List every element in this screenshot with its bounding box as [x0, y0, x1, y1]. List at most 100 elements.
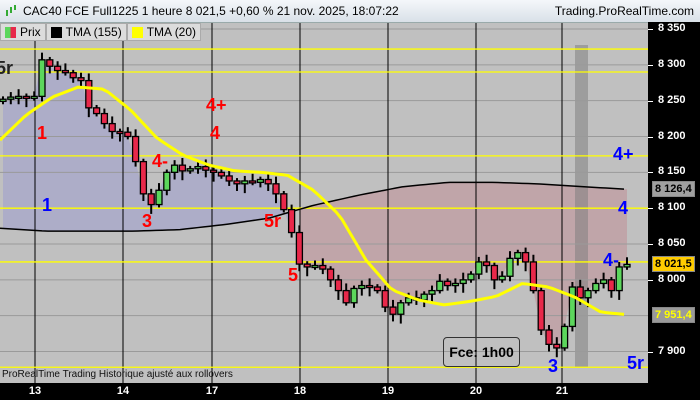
candle-body [77, 77, 85, 82]
candle-body [170, 164, 179, 173]
candle-body [92, 107, 101, 115]
date-label: 19 [381, 385, 395, 397]
candle-body [0, 98, 7, 103]
candle-body [599, 279, 608, 285]
candle-body [202, 165, 210, 171]
price-label: 8 300 [658, 57, 686, 70]
candle-body [186, 168, 194, 172]
candle-body [287, 208, 296, 234]
candle-body [256, 178, 265, 184]
wave-label: 3 [142, 211, 153, 231]
wave-label: 1 [42, 195, 53, 215]
candle-body [139, 160, 148, 195]
legend-tma155[interactable]: TMA (155) [45, 23, 127, 41]
legend-tma20[interactable]: TMA (20) [126, 23, 202, 41]
wave-label: 5r [264, 211, 282, 231]
legend-prix[interactable]: Prix [0, 23, 46, 41]
legend-label: Prix [20, 25, 41, 39]
candle-body [334, 279, 343, 292]
price-axis[interactable]: 8 350 8 300 8 250 8 200 8 150 8 100 8 050 8 000… [648, 22, 700, 383]
candle-body [521, 251, 530, 263]
candle-body [225, 175, 233, 182]
date-label: 20 [469, 385, 483, 397]
candle-body [194, 165, 202, 170]
wave-label: 3 [548, 356, 559, 376]
candle-body [147, 193, 155, 206]
candle-body [46, 59, 54, 67]
candle-body [209, 169, 218, 173]
candle-body [264, 178, 272, 185]
candle-body [514, 251, 522, 259]
wave-label: 4 [210, 123, 221, 143]
candle-body [69, 72, 77, 79]
candle-body [592, 282, 600, 292]
price-tick [648, 29, 653, 30]
candle-body [311, 264, 319, 269]
candle-body [560, 325, 569, 349]
candle-body [584, 289, 592, 299]
price-tick [648, 136, 653, 138]
current-session-band [575, 45, 588, 367]
date-label: 17 [205, 385, 219, 397]
candle-body [490, 264, 499, 281]
candle-body [61, 69, 70, 74]
candle-body [482, 261, 491, 267]
candle-body [163, 171, 171, 191]
title-bar: CAC40 FCE Full1225 1 heure 8 021,5 +0,60… [0, 0, 700, 23]
wave-label: 1 [37, 123, 48, 143]
candle-body [326, 268, 335, 281]
above-tma-fill [3, 59, 292, 233]
tma155-swatch-icon [50, 26, 62, 38]
candle-body [14, 95, 23, 100]
tma20-swatch-icon [131, 26, 143, 38]
candle-body [155, 189, 163, 206]
price-chart[interactable]: Fce: 1h00 ProRealTime Trading Historique… [0, 23, 648, 383]
candle-body [553, 343, 561, 349]
candle-body [248, 180, 257, 184]
price-tick [648, 244, 653, 245]
candle-body [506, 257, 514, 277]
price-label: 8 200 [658, 129, 686, 142]
candle-body [116, 130, 124, 135]
wave-label: 4+ [613, 144, 634, 164]
candle-body [342, 289, 350, 304]
candle-body [365, 284, 374, 289]
price-tick [648, 100, 653, 102]
tma20-line [0, 85, 625, 316]
candle-body [131, 135, 140, 163]
candle-body [233, 180, 241, 185]
candle-body [100, 112, 109, 125]
candle-body [623, 263, 631, 268]
legend-label: TMA (20) [146, 25, 197, 39]
candle-body [420, 293, 428, 301]
price-tag-tma155: 8 126,4 [652, 181, 695, 198]
candle-body [436, 280, 444, 292]
candle-body [358, 284, 366, 290]
date-label: 13 [28, 385, 42, 397]
candle-body [241, 180, 249, 185]
candle-body [7, 96, 15, 100]
candle-body [475, 261, 483, 275]
date-axis[interactable]: 13 14 17 18 19 20 21 [0, 383, 700, 400]
legend-label: TMA (155) [65, 25, 122, 39]
candle-body [381, 289, 389, 308]
candle-body [373, 286, 382, 292]
wave-label: 5r [0, 58, 14, 78]
candle-body [30, 95, 38, 100]
chart-canvas[interactable] [0, 23, 648, 383]
candle-body [537, 289, 545, 331]
date-label: 18 [293, 385, 307, 397]
candle-body [124, 131, 132, 138]
candle-body [272, 183, 280, 195]
candle-body [53, 65, 62, 72]
date-label: 14 [116, 385, 130, 397]
candle-body [280, 193, 288, 211]
candle-body [459, 279, 467, 285]
date-label: 21 [555, 385, 569, 397]
wave-label: 4- [152, 151, 169, 171]
price-tick [648, 172, 653, 174]
candle-body [303, 263, 311, 268]
candle-body [22, 95, 31, 100]
wave-label: 5 [288, 265, 299, 285]
candle-body [568, 286, 577, 328]
